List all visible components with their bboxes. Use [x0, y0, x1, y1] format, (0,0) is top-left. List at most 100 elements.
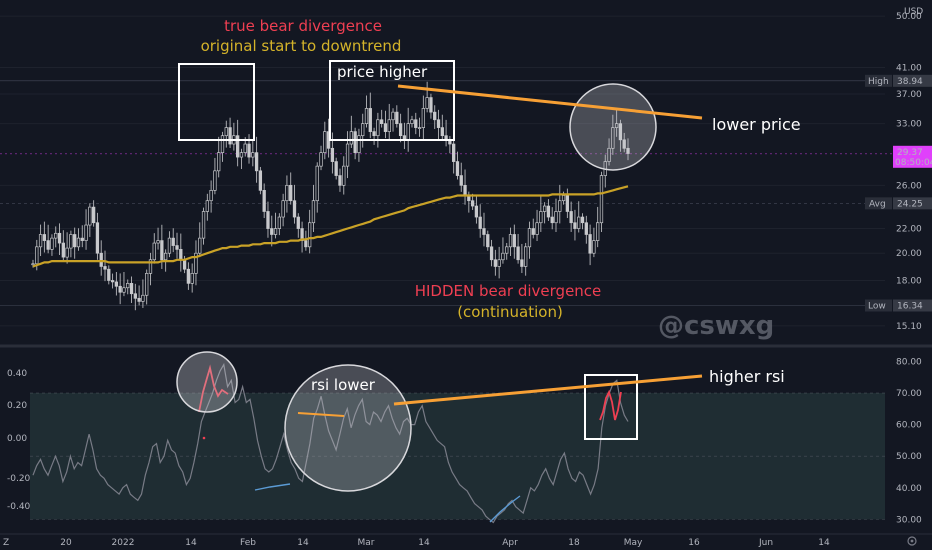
time-tick-label: 20	[60, 538, 72, 548]
candle-body	[516, 246, 520, 261]
time-tick-label: Feb	[240, 538, 256, 548]
candle-body	[304, 240, 308, 248]
candle-body	[148, 259, 153, 274]
candle-body	[584, 222, 588, 235]
rsi-line[interactable]	[32, 362, 629, 524]
candle-body	[76, 237, 81, 248]
candle-body	[580, 216, 585, 224]
candle-body	[126, 283, 130, 289]
rsi-blue-segment-1	[254, 483, 291, 491]
candle-body	[455, 161, 460, 176]
candle-body	[65, 247, 69, 258]
candle-body	[463, 184, 467, 196]
candle-body	[308, 222, 312, 248]
price-tick-label: 26.00	[896, 181, 922, 191]
rsi-tick-label: 80.00	[896, 357, 922, 367]
svg-text:24.25: 24.25	[897, 199, 923, 209]
candle-body	[141, 294, 145, 302]
settings-icon[interactable]	[907, 536, 917, 546]
candle-body	[292, 200, 297, 218]
candle-body	[436, 119, 441, 128]
moving-average-line[interactable]	[32, 185, 629, 268]
time-tick-label: 14	[185, 538, 197, 548]
rsi-axis[interactable]: 30.00 40.00 50.00 60.00 70.00 80.00 -0.40 -0.20…	[7, 357, 922, 525]
candle-body	[186, 268, 191, 284]
z-button[interactable]: Z	[3, 538, 9, 548]
candle-body	[417, 127, 422, 129]
candle-body	[474, 205, 479, 218]
candlestick-series[interactable]	[31, 81, 630, 311]
candle-body	[614, 123, 619, 128]
candle-body	[175, 245, 179, 250]
candle-body	[505, 246, 509, 254]
candle-body	[554, 211, 558, 224]
candle-body	[372, 131, 376, 137]
price-trendline	[397, 84, 703, 120]
currency-label[interactable]: USD	[904, 7, 923, 17]
candle-body	[69, 234, 73, 249]
svg-text:29.37: 29.37	[897, 148, 923, 158]
candle-body	[380, 119, 384, 124]
candle-body	[353, 131, 357, 154]
candle-body	[273, 228, 278, 235]
true-divergence-box	[178, 63, 255, 141]
candle-body	[531, 228, 535, 235]
candle-body	[167, 237, 172, 254]
candle-body	[368, 108, 372, 132]
osc-tick-label: 0.20	[7, 401, 27, 411]
time-tick-label: Jun	[758, 538, 773, 548]
candle-body	[99, 252, 103, 267]
candle-body	[266, 211, 270, 229]
time-tick-label: May	[624, 538, 643, 548]
candle-body	[95, 222, 100, 254]
candle-body	[588, 234, 592, 254]
candle-body	[561, 195, 566, 202]
candle-body	[103, 266, 107, 270]
candle-body	[387, 119, 391, 132]
candle-body	[565, 195, 570, 212]
candle-body	[213, 170, 217, 191]
candle-body	[542, 205, 547, 212]
candle-body	[254, 152, 259, 172]
svg-text:16.34: 16.34	[897, 301, 923, 311]
candle-body	[160, 240, 164, 261]
candle-body	[486, 234, 490, 248]
candle-body	[251, 152, 255, 158]
osc-tick-label: -0.20	[7, 474, 31, 484]
candle-body	[421, 108, 426, 128]
candle-body	[179, 249, 183, 261]
candle-body	[235, 135, 240, 158]
candle-body	[220, 135, 225, 154]
rsi-lower-circle	[284, 364, 412, 492]
rsi-tick-label: 30.00	[896, 515, 922, 525]
candle-body	[334, 161, 338, 176]
lower-price-circle	[569, 83, 657, 171]
price-tick-label: 33.00	[896, 120, 922, 130]
candle-body	[73, 234, 77, 248]
candle-body	[118, 285, 122, 293]
candle-body	[137, 297, 141, 302]
candle-body	[497, 259, 501, 267]
candle-body	[626, 147, 630, 154]
candle-body	[114, 281, 119, 287]
candle-body	[80, 237, 84, 241]
candle-body	[622, 139, 626, 149]
time-axis[interactable]: 20 2022 14 Feb 14 Mar 14 Apr 18 May 16 Jun 14	[60, 538, 830, 548]
candle-body	[315, 165, 319, 202]
candle-body	[122, 287, 126, 293]
candle-body	[50, 237, 54, 250]
candle-body	[383, 123, 388, 132]
candle-body	[414, 119, 418, 128]
candle-body	[607, 147, 611, 162]
low-marker: Low 16.34	[865, 299, 932, 312]
candle-body	[270, 228, 274, 235]
price-axis[interactable]: 15.10 18.00 20.00 22.00 26.00 33.00 37.00 41.00…	[896, 12, 922, 332]
candle-body	[425, 97, 429, 109]
candle-body	[61, 242, 65, 258]
candle-body	[319, 152, 323, 167]
candle-body	[57, 232, 62, 244]
candle-body	[596, 222, 600, 241]
rsi-lower-underline	[297, 412, 345, 417]
candle-body	[194, 252, 198, 274]
